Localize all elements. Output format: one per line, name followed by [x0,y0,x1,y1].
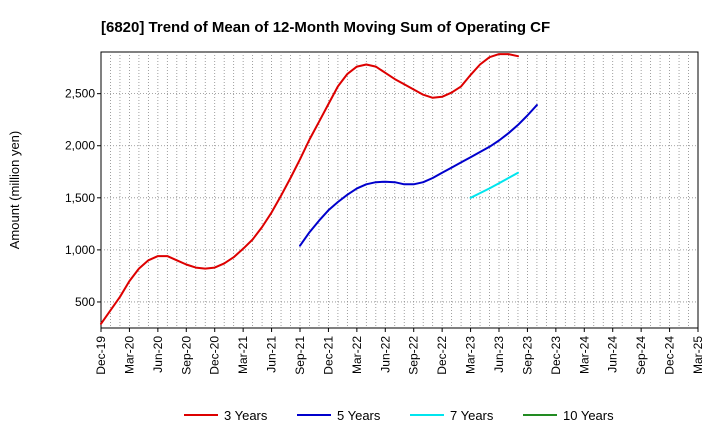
x-tick-label: Jun-20 [151,336,165,373]
x-tick-label: Jun-22 [378,336,392,373]
x-tick-label: Jun-24 [606,336,620,373]
x-tick-label: Jun-21 [265,336,279,373]
x-tick-label: Dec-20 [208,336,222,375]
series-line-5-years [299,104,538,247]
x-tick-label: Jun-23 [492,336,506,373]
x-tick-label: Dec-22 [435,336,449,375]
x-tick-label: Sep-21 [293,336,307,375]
x-tick-label: Sep-20 [179,336,193,375]
y-axis-title: Amount (million yen) [7,131,22,250]
y-tick-label: 2,000 [65,139,95,153]
y-tick-label: 2,500 [65,87,95,101]
legend-label-3-years: 3 Years [224,408,268,423]
x-tick-label: Dec-19 [94,336,108,375]
x-tick-label: Mar-21 [236,336,250,374]
x-axis-ticks: Dec-19 Mar-20 Jun-20 Sep-20 Dec-20 Mar-21 Jun-… [94,328,705,375]
chart-title: [6820] Trend of Mean of 12-Month Moving … [101,19,550,36]
x-tick-label: Mar-24 [577,336,591,374]
x-tick-label: Dec-24 [663,336,677,375]
x-tick-label: Mar-20 [122,336,136,374]
legend-label-10-years: 10 Years [563,408,614,423]
x-tick-label: Sep-24 [634,336,648,375]
legend-label-7-years: 7 Years [450,408,494,423]
y-tick-label: 1,000 [65,243,95,257]
x-tick-label: Dec-23 [549,336,563,375]
series-lines [100,53,538,325]
y-tick-label: 1,500 [65,191,95,205]
y-axis-ticks: 500 1,000 1,500 2,000 2,500 [65,87,101,309]
legend-label-5-years: 5 Years [337,408,381,423]
y-tick-label: 500 [75,295,95,309]
plot-area [100,51,699,329]
series-line-7-years [469,171,519,199]
x-tick-label: Mar-22 [350,336,364,374]
x-tick-label: Sep-22 [407,336,421,375]
grid [101,52,698,328]
x-tick-label: Dec-21 [321,336,335,375]
series-line-3-years [100,53,519,325]
x-tick-label: Mar-23 [464,336,478,374]
legend: 3 Years 5 Years 7 Years 10 Years [184,408,614,423]
x-tick-label: Mar-25 [691,336,705,374]
x-tick-label: Sep-23 [520,336,534,375]
